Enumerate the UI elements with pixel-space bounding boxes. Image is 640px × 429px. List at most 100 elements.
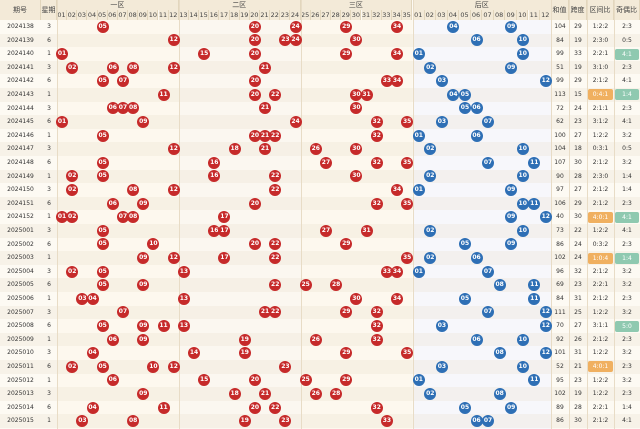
header-front-23: 23 [280, 10, 291, 20]
header-front-14: 14 [188, 10, 200, 20]
odd-even-cell: 4:1 [622, 417, 632, 425]
zone-ratio-cell: 0:3:2 [592, 240, 609, 248]
span-cell: 24 [574, 240, 582, 248]
front-ball: 23 [279, 34, 292, 47]
front-ball: 26 [309, 333, 322, 346]
back-ball: 04 [447, 88, 460, 101]
back-ball: 03 [435, 320, 448, 332]
issue-cell: 2025005 [7, 281, 34, 289]
header-front-28: 28 [331, 10, 342, 20]
header-back-02: 02 [424, 10, 437, 20]
issue-cell: 2025007 [7, 308, 34, 316]
header-zone3: 三区 [300, 0, 413, 10]
zone-ratio-cell: 2:1:2 [592, 417, 609, 425]
front-ball: 20 [248, 374, 261, 387]
week-cell: 3 [47, 308, 51, 316]
front-ball: 19 [238, 415, 251, 428]
front-ball: 23 [279, 415, 292, 428]
front-ball: 22 [269, 88, 282, 101]
week-cell: 6 [47, 199, 51, 207]
front-ball: 12 [167, 61, 180, 74]
row-stripe [0, 305, 640, 320]
back-ball: 06 [470, 252, 483, 264]
front-ball: 06 [106, 197, 119, 210]
front-ball: 21 [259, 306, 272, 319]
sum-cell: 84 [556, 295, 564, 302]
front-ball: 21 [259, 388, 272, 400]
front-ball: 03 [76, 415, 89, 428]
back-ball: 07 [482, 415, 495, 428]
sum-cell: 102 [554, 390, 566, 398]
front-ball: 04 [86, 292, 99, 305]
column-divider [178, 0, 180, 429]
header-front-06: 06 [107, 10, 118, 20]
issue-cell: 2024146 [7, 131, 34, 139]
front-ball: 35 [401, 347, 414, 360]
back-ball: 11 [528, 197, 541, 210]
front-ball: 02 [66, 170, 79, 183]
zone-ratio-cell: 1:0:4 [588, 252, 613, 264]
front-ball: 28 [330, 279, 343, 292]
header-front-07: 07 [117, 10, 129, 20]
week-cell: 3 [47, 267, 51, 275]
issue-cell: 2024138 [7, 23, 34, 30]
zone-ratio-cell: 2:2:1 [592, 50, 609, 58]
header-front-24: 24 [290, 10, 301, 20]
front-ball: 08 [127, 415, 140, 428]
week-cell: 3 [47, 63, 51, 71]
zone-ratio-cell: 2:3:0 [592, 172, 609, 180]
zone-ratio-cell: 4:0:1 [588, 211, 613, 223]
front-ball: 01 [56, 116, 69, 128]
column-divider [587, 0, 588, 429]
back-ball: 04 [447, 20, 460, 33]
back-ball: 10 [516, 143, 529, 156]
week-cell: 3 [47, 23, 51, 30]
front-ball: 29 [340, 48, 353, 60]
week-cell: 6 [47, 322, 51, 330]
back-ball: 09 [505, 401, 518, 414]
week-cell: 1 [47, 295, 51, 302]
odd-even-cell: 3:2 [622, 267, 632, 275]
week-cell: 6 [47, 403, 51, 411]
sum-cell: 113 [554, 91, 566, 98]
front-ball: 13 [177, 265, 190, 278]
front-ball: 15 [198, 374, 211, 387]
front-ball: 30 [350, 88, 363, 101]
front-ball: 06 [106, 61, 119, 74]
front-ball: 31 [360, 224, 373, 237]
back-ball: 08 [493, 388, 506, 400]
span-cell: 24 [574, 254, 582, 262]
back-ball: 12 [539, 306, 552, 319]
back-ball: 09 [505, 20, 518, 33]
odd-even-cell: 1:4 [615, 89, 639, 101]
front-ball: 29 [340, 306, 353, 319]
header-front-34: 34 [391, 10, 403, 20]
front-ball: 04 [86, 401, 99, 414]
span-cell: 32 [574, 267, 582, 275]
front-ball: 17 [218, 211, 231, 224]
front-ball: 06 [106, 374, 119, 387]
sum-cell: 97 [556, 186, 564, 194]
zone-ratio-cell: 1:2:2 [592, 227, 609, 234]
front-ball: 29 [340, 238, 353, 251]
back-ball: 10 [516, 333, 529, 346]
span-cell: 15 [574, 91, 582, 98]
front-ball: 19 [238, 333, 251, 346]
front-ball: 08 [127, 184, 140, 196]
zone-ratio-cell: 1:2:2 [592, 23, 609, 30]
front-ball: 30 [350, 292, 363, 305]
front-ball: 12 [167, 360, 180, 373]
zone-ratio-cell: 3:1:2 [592, 118, 609, 126]
back-ball: 05 [458, 292, 471, 305]
back-ball: 09 [505, 184, 518, 196]
back-ball: 12 [539, 320, 552, 332]
front-ball: 05 [96, 320, 109, 332]
week-cell: 3 [47, 227, 51, 234]
zone-ratio-cell: 1:2:2 [592, 131, 609, 139]
week-cell: 1 [47, 91, 51, 98]
issue-cell: 2025012 [7, 376, 34, 384]
issue-cell: 2024147 [7, 145, 34, 153]
front-ball: 21 [259, 61, 272, 74]
issue-cell: 2025009 [7, 335, 34, 343]
row-stripe [0, 115, 640, 129]
